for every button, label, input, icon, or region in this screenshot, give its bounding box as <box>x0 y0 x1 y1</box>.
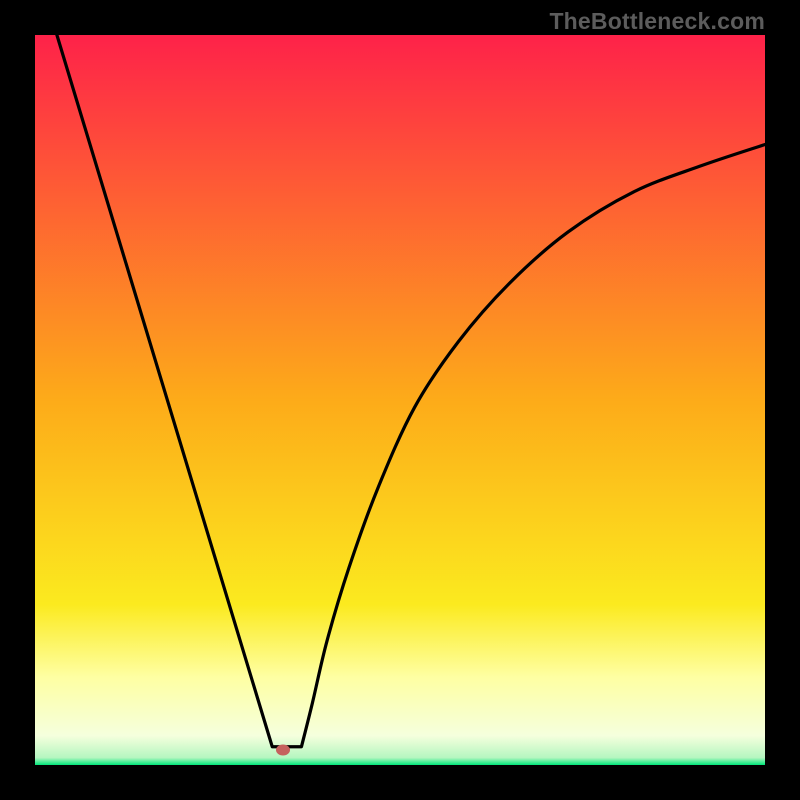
chart-stage: TheBottleneck.com <box>0 0 800 800</box>
bottleneck-curve <box>35 35 765 765</box>
curve-path <box>57 35 765 747</box>
plot-area <box>35 35 765 765</box>
watermark-text: TheBottleneck.com <box>549 8 765 35</box>
optimum-marker <box>276 745 290 756</box>
